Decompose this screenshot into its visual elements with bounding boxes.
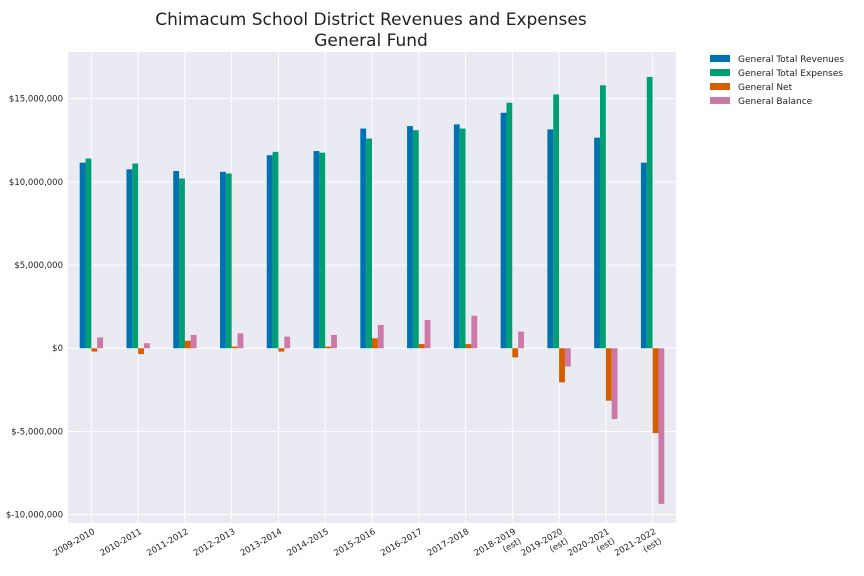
bar — [547, 129, 554, 349]
bar — [79, 162, 86, 349]
legend-swatch — [710, 69, 730, 76]
x-tick-label-line: 2013-2014 — [239, 527, 284, 559]
x-tick-label-line: 2015-2016 — [332, 527, 377, 559]
bar — [418, 344, 425, 349]
legend-label: General Net — [738, 83, 793, 93]
x-tick-label: 2016-2017 — [379, 527, 424, 559]
bar — [512, 348, 519, 358]
bar — [319, 152, 326, 349]
x-tick-label-line: 2012-2013 — [192, 527, 237, 559]
bar — [85, 158, 92, 349]
bar — [132, 163, 139, 349]
bar — [611, 348, 618, 419]
bar — [366, 138, 372, 349]
y-tick-label: $-5,000,000 — [11, 427, 63, 437]
bar — [459, 128, 466, 349]
x-tick-label: 2010-2011 — [99, 527, 144, 559]
legend-label: General Balance — [738, 97, 813, 107]
bar — [518, 331, 524, 349]
bar — [266, 155, 273, 349]
bar — [126, 169, 133, 349]
bar — [658, 348, 665, 504]
bar — [506, 102, 513, 349]
legend-swatch — [710, 83, 730, 90]
legend-label: General Total Revenues — [738, 55, 844, 65]
bar — [91, 348, 98, 352]
x-tick-label-line: 2010-2011 — [99, 527, 144, 559]
x-tick-label: 2017-2018 — [426, 527, 471, 559]
bar — [652, 348, 659, 434]
y-tick-label: $15,000,000 — [9, 95, 63, 105]
bar — [465, 344, 472, 349]
x-tick-label-line: 2017-2018 — [426, 527, 471, 559]
bar — [424, 319, 431, 349]
x-tick-label: 2018-2019(est) — [473, 527, 524, 559]
bar — [278, 348, 285, 352]
bar — [138, 348, 144, 355]
x-tick-label: 2021-2022(est) — [613, 527, 664, 559]
chart-subtitle: General Fund — [314, 31, 428, 51]
y-tick-label: $-10,000,000 — [6, 511, 63, 521]
chart-title: Chimacum School District Revenues and Ex… — [155, 10, 587, 30]
bar — [594, 137, 600, 349]
bar — [471, 315, 478, 349]
bar — [173, 170, 180, 349]
x-tick-label: 2020-2021(est) — [566, 527, 617, 559]
bar — [372, 338, 378, 349]
bar — [184, 340, 191, 349]
bar — [412, 130, 419, 349]
bar — [553, 94, 560, 349]
x-tick-label: 2014-2015 — [286, 527, 331, 559]
x-tick-label-line: 2011-2012 — [145, 527, 190, 559]
x-tick-label: 2019-2020(est) — [519, 527, 570, 559]
bar — [225, 173, 232, 349]
bar — [377, 324, 384, 349]
bar — [284, 336, 291, 349]
bar — [559, 348, 565, 383]
x-tick-label-line: 2009-2010 — [52, 527, 97, 559]
x-tick-label-line: 2014-2015 — [286, 527, 331, 559]
bar — [360, 128, 367, 349]
y-tick-label: $0 — [52, 344, 63, 354]
bar — [646, 76, 653, 349]
bar — [220, 171, 226, 349]
bar — [272, 151, 279, 349]
y-tick-label: $10,000,000 — [9, 178, 63, 188]
x-tick-label: 2009-2010 — [52, 527, 97, 559]
x-tick-label: 2012-2013 — [192, 527, 237, 559]
legend-swatch — [710, 97, 730, 104]
bar — [407, 126, 413, 349]
bar — [500, 112, 507, 349]
bar — [144, 343, 150, 349]
x-tick-label: 2011-2012 — [145, 527, 190, 559]
bars — [79, 76, 665, 504]
bar — [313, 151, 320, 349]
bar — [231, 346, 238, 349]
legend-label: General Total Expenses — [738, 69, 843, 79]
legend: General Total Revenues General Total Expe… — [710, 55, 844, 107]
bar — [605, 348, 612, 401]
bar — [453, 124, 460, 349]
bar — [640, 162, 647, 349]
x-tick-label: 2013-2014 — [239, 527, 284, 559]
bar — [97, 337, 104, 349]
bar — [325, 346, 332, 349]
bar — [179, 178, 185, 349]
y-tick-label: $5,000,000 — [14, 261, 63, 271]
x-tick-label: 2015-2016 — [332, 527, 377, 559]
legend-swatch — [710, 55, 730, 62]
bar — [331, 334, 337, 349]
bar — [237, 333, 244, 349]
bar — [600, 85, 606, 349]
bar — [190, 334, 197, 349]
bar — [564, 348, 571, 367]
x-tick-label-line: 2016-2017 — [379, 527, 424, 559]
